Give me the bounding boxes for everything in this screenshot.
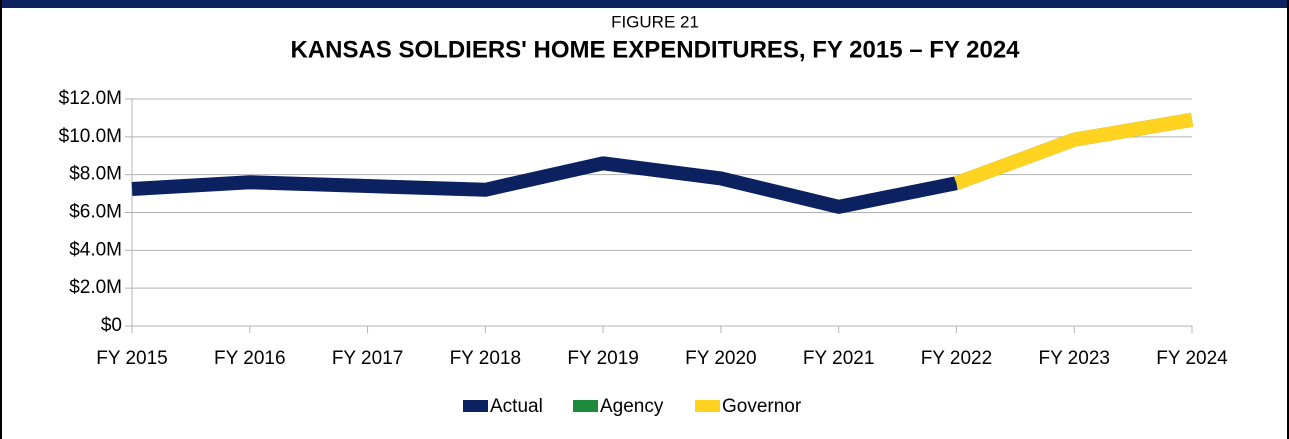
y-tick-label: $2.0M (69, 277, 122, 298)
x-tick-label: FY 2015 (96, 348, 167, 369)
legend-swatch (463, 400, 488, 412)
x-tick-label: FY 2016 (214, 348, 285, 369)
x-tick-label: FY 2018 (450, 348, 521, 369)
chart-title: KANSAS SOLDIERS' HOME EXPENDITURES, FY 2… (290, 36, 1020, 63)
y-tick-label: $0 (101, 315, 122, 336)
top-bar (0, 0, 1289, 8)
series-line (954, 112, 1194, 190)
y-tick-label: $8.0M (69, 164, 122, 185)
y-tick-label: $4.0M (69, 239, 122, 260)
x-tick-label: FY 2021 (803, 348, 874, 369)
x-tick-label: FY 2024 (1156, 348, 1228, 369)
x-tick-label: FY 2023 (1038, 348, 1109, 369)
x-tick-label: FY 2022 (921, 348, 992, 369)
legend-swatch (695, 400, 720, 412)
legend-label: Actual (490, 396, 543, 417)
y-tick-label: $12.0M (59, 88, 122, 109)
x-tick-label: FY 2019 (567, 348, 638, 369)
chart-subtitle: FIGURE 21 (611, 12, 699, 31)
x-tick-label: FY 2017 (332, 348, 403, 369)
series-line (131, 156, 958, 214)
y-tick-label: $6.0M (69, 202, 122, 223)
legend-label: Governor (722, 396, 802, 417)
y-tick-label: $10.0M (59, 126, 122, 147)
legend-swatch (573, 400, 598, 412)
legend-label: Agency (600, 396, 664, 417)
x-tick-label: FY 2020 (685, 348, 756, 369)
